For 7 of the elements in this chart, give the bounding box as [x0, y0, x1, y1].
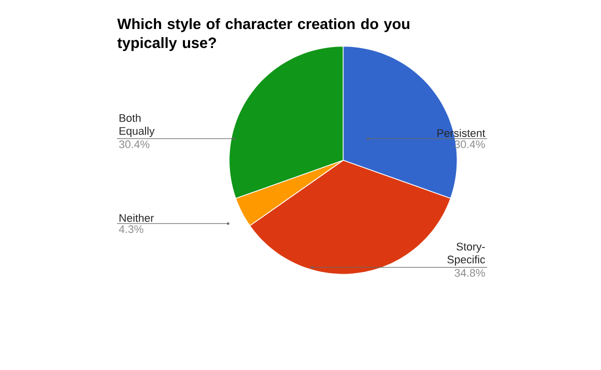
data-label: 30.4%: [119, 140, 150, 148]
chart-title: Which style of character creation do you typically use?: [117, 18, 410, 52]
slice-label: Neither: [120, 214, 154, 222]
data-label: 4.3%: [118, 225, 144, 234]
slice-label: Story-Specific: [447, 242, 486, 266]
slice-label: Both Equally: [120, 114, 155, 137]
data-label: 34.8%: [454, 269, 485, 277]
